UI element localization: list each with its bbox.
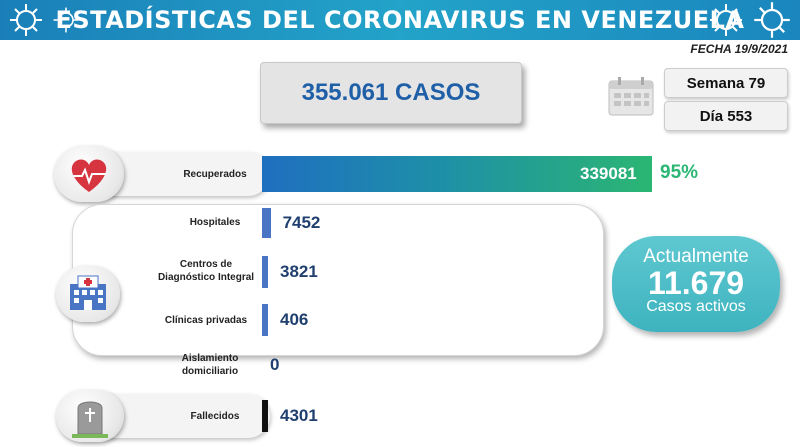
hospitalization-panel (72, 204, 604, 356)
tombstone-icon (72, 401, 108, 438)
day-box: Día 553 (664, 101, 788, 131)
day-label: Día 553 (699, 107, 753, 125)
label-cdi: Centros de Diagnóstico Integral (157, 259, 255, 283)
bar-cdi (262, 256, 268, 288)
report-date: FECHA 19/9/2021 (690, 42, 788, 56)
week-box: Semana 79 (664, 68, 788, 98)
active-cases-number: 11.679 (647, 265, 745, 301)
value-recovered: 339081 (580, 164, 637, 183)
hospital-icon-circle (56, 266, 120, 322)
label-home-isolation: Aislamiento domiciliario (181, 353, 239, 377)
label-hospitals: Hospitales (189, 217, 241, 228)
value-cdi: 3821 (280, 262, 318, 281)
value-private-clinics: 406 (280, 310, 309, 329)
virus-icon (710, 4, 742, 36)
header-banner: ESTADÍSTICAS DEL CORONAVIRUS EN VENEZUEL… (0, 0, 800, 40)
virus-icon (10, 4, 42, 36)
total-cases: 355.061 CASOS (301, 79, 481, 106)
active-top-label: Actualmente (643, 246, 749, 267)
active-cases-bubble: Actualmente 11.679 Casos activos (612, 236, 780, 332)
value-hospitals: 7452 (282, 213, 321, 232)
week-label: Semana 79 (686, 74, 766, 92)
recovered-percent: 95% (660, 162, 699, 183)
label-deaths: Fallecidos (190, 411, 240, 422)
bar-hospitals (262, 208, 271, 238)
deaths-icon-circle (56, 390, 124, 442)
page-title: ESTADÍSTICAS DEL CORONAVIRUS EN VENEZUEL… (55, 6, 745, 34)
calendar-icon (608, 77, 654, 116)
virus-icon (53, 7, 79, 33)
bar-recovered (262, 156, 652, 192)
value-deaths: 4301 (280, 406, 318, 425)
heart-icon (71, 159, 107, 192)
recovered-icon-circle (54, 146, 124, 202)
hospital-icon (70, 275, 106, 310)
bar-deaths (262, 400, 268, 432)
total-cases-box: 355.061 CASOS (260, 62, 522, 124)
bar-private-clinics (262, 304, 268, 336)
active-bottom-label: Casos activos (646, 298, 746, 315)
virus-icon (754, 2, 790, 38)
label-recovered: Recuperados (183, 169, 247, 180)
value-home-isolation: 0 (270, 355, 280, 374)
label-private-clinics: Clínicas privadas (164, 315, 248, 326)
